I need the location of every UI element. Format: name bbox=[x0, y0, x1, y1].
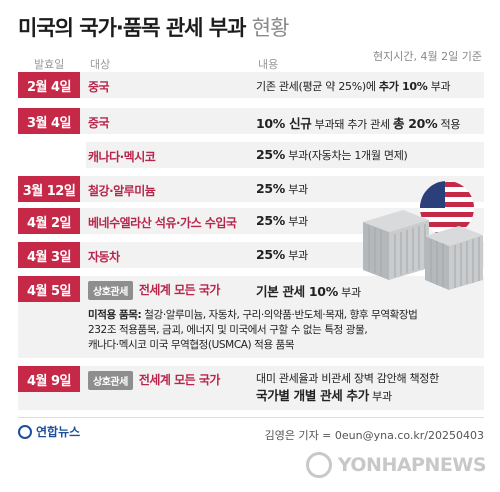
table-row: 4월 9일 상호관세 전세계 모든 국가 대미 관세율과 비관세 장벽 감안해 책… bbox=[18, 366, 484, 410]
target-cell: 중국 bbox=[88, 116, 110, 130]
table-row: 캐나다·멕시코 25% 부과(자동차는 1개월 면제) bbox=[18, 142, 484, 168]
content-text: 부과 bbox=[285, 183, 308, 196]
table-row: 4월 5일 상호관세 전세계 모든 국가 기본 관세 10% 부과 미적용 품목:… bbox=[18, 276, 484, 358]
reciprocal-tag: 상호관세 bbox=[88, 281, 133, 300]
content-cell: 25% 부과 bbox=[256, 213, 308, 229]
table-row: 2월 4일 중국 기존 관세(평균 약 25%)에 추가 10% 부과 bbox=[18, 72, 484, 98]
yonhap-logo: 연합뉴스 bbox=[18, 423, 80, 440]
logo-mark-icon bbox=[18, 424, 32, 439]
content-text: 부과돼 추가 관세 bbox=[311, 118, 394, 131]
table-row: 3월 12일 철강·알루미늄 25% 부과 bbox=[18, 176, 484, 202]
target-text: 전세계 모든 국가 bbox=[138, 283, 221, 297]
content-cell: 25% 부과 bbox=[256, 181, 308, 197]
flag-containers-illustration bbox=[363, 181, 483, 290]
credit-line: 김영은 기자 = 0eun@yna.co.kr/20250403 bbox=[264, 429, 484, 442]
shipping-container-icon bbox=[363, 210, 429, 280]
content-emphasis: 25% bbox=[256, 147, 286, 162]
content-text: 부과 bbox=[427, 80, 451, 93]
content-emphasis: 25% bbox=[256, 247, 286, 262]
note-text: 철강·알루미늄, 자동차, 구리·의약품·반도체·목재, 향후 무역확장법 bbox=[141, 309, 418, 321]
content-emphasis: 25% bbox=[256, 213, 286, 228]
column-header-target: 대상 bbox=[90, 58, 111, 71]
content-line: 대미 관세율과 비관세 장벽 감안해 책정한 bbox=[256, 372, 439, 385]
date-cell: 4월 9일 bbox=[18, 366, 80, 392]
exemption-note: 미적용 품목: 철강·알루미늄, 자동차, 구리·의약품·반도체·목재, 향후 … bbox=[88, 308, 488, 353]
reciprocal-tag: 상호관세 bbox=[88, 371, 133, 390]
table-row: 3월 4일 중국 10% 신규 부과돼 추가 관세 총 20% 적용 bbox=[18, 108, 484, 134]
content-emphasis: 25% bbox=[256, 181, 286, 196]
target-cell: 상호관세 전세계 모든 국가 bbox=[88, 371, 220, 390]
date-note: 현지시간, 4월 2일 기준 bbox=[373, 50, 482, 63]
target-cell: 베네수엘라산 석유·가스 수입국 bbox=[88, 216, 237, 230]
content-text: 부과 bbox=[368, 390, 392, 403]
target-cell: 자동차 bbox=[88, 250, 120, 264]
date-cell: 4월 3일 bbox=[18, 242, 80, 268]
title-main: 미국의 국가·품목 관세 부과 bbox=[18, 16, 246, 40]
content-cell: 25% 부과 bbox=[256, 247, 308, 263]
date-cell: 2월 4일 bbox=[18, 72, 80, 98]
watermark-text: YONHAPNEWS bbox=[337, 454, 487, 476]
footer-divider bbox=[18, 417, 484, 418]
note-line: 미적용 품목: 철강·알루미늄, 자동차, 구리·의약품·반도체·목재, 향후 … bbox=[88, 308, 488, 323]
note-label: 미적용 품목: bbox=[88, 309, 142, 321]
content-emphasis: 추가 10% bbox=[378, 80, 428, 93]
content-cell: 대미 관세율과 비관세 장벽 감안해 책정한 국가별 개별 관세 추가 부과 bbox=[256, 370, 439, 405]
note-line: 232조 적용품목, 금괴, 에너지 및 미국에서 구할 수 없는 특정 광물, bbox=[88, 324, 368, 336]
content-text: 적용 bbox=[437, 118, 461, 131]
watermark-logo-icon bbox=[305, 452, 332, 478]
content-text: 부과 bbox=[337, 286, 361, 299]
content-emphasis: 기본 관세 10% bbox=[256, 284, 338, 299]
date-cell: 3월 4일 bbox=[18, 108, 80, 134]
row-background bbox=[18, 176, 484, 202]
title-sub: 현황 bbox=[251, 16, 290, 40]
column-header-content: 내용 bbox=[258, 58, 279, 71]
date-cell: 3월 12일 bbox=[18, 176, 80, 202]
row-background bbox=[18, 72, 484, 98]
watermark: YONHAPNEWS bbox=[305, 452, 487, 478]
content-cell: 25% 부과(자동차는 1개월 면제) bbox=[256, 147, 408, 163]
note-line: 캐나다·멕시코 미국 무역협정(USMCA) 적용 품목 bbox=[88, 339, 295, 351]
date-cell: 4월 2일 bbox=[18, 208, 80, 234]
content-text: 기존 관세(평균 약 25%)에 bbox=[256, 80, 379, 93]
content-emphasis: 10% 신규 bbox=[256, 116, 312, 131]
target-cell: 캐나다·멕시코 bbox=[88, 150, 156, 164]
content-text: 부과 bbox=[285, 215, 308, 228]
content-emphasis: 총 20% bbox=[393, 116, 438, 131]
content-emphasis: 국가별 개별 관세 추가 bbox=[256, 388, 369, 403]
content-cell: 10% 신규 부과돼 추가 관세 총 20% 적용 bbox=[256, 113, 460, 132]
date-cell: 4월 5일 bbox=[18, 276, 80, 302]
content-cell: 기본 관세 10% 부과 bbox=[256, 281, 361, 300]
row-background bbox=[86, 142, 484, 168]
content-text: 부과(자동차는 1개월 면제) bbox=[285, 149, 408, 162]
row-background bbox=[18, 108, 484, 134]
target-cell: 상호관세 전세계 모든 국가 bbox=[88, 281, 220, 300]
target-text: 전세계 모든 국가 bbox=[138, 373, 221, 387]
content-text: 부과 bbox=[285, 249, 308, 262]
logo-text: 연합뉴스 bbox=[36, 425, 81, 439]
page-title: 미국의 국가·품목 관세 부과 현황 bbox=[18, 12, 290, 42]
content-cell: 기존 관세(평균 약 25%)에 추가 10% 부과 bbox=[256, 78, 451, 94]
target-cell: 중국 bbox=[88, 80, 110, 94]
column-header-date: 발효일 bbox=[34, 58, 65, 71]
shipping-container-icon bbox=[425, 226, 483, 290]
target-cell: 철강·알루미늄 bbox=[88, 184, 156, 198]
content-line: 국가별 개별 관세 추가 부과 bbox=[256, 387, 439, 405]
